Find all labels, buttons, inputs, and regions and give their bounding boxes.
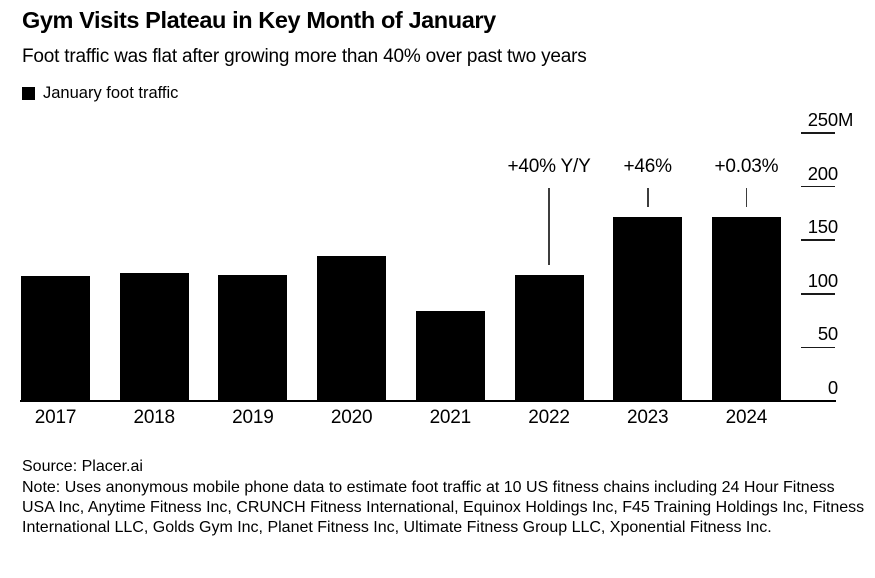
note-text: Note: Uses anonymous mobile phone data t… [22, 479, 865, 536]
x-axis-label-2020: 2020 [330, 407, 373, 428]
x-axis-label-2021: 2021 [429, 407, 472, 428]
bar-2017 [21, 275, 90, 401]
x-axis-label-2022: 2022 [528, 407, 570, 428]
y-axis-tick [801, 239, 835, 241]
y-axis-label: 200 [750, 164, 858, 183]
y-axis-tick [801, 132, 835, 134]
legend-label: January foot traffic [43, 84, 179, 102]
bar-2020 [317, 256, 387, 401]
legend-swatch-icon [22, 87, 35, 100]
y-axis-tick [801, 293, 835, 295]
chart-title: Gym Visits Plateau in Key Month of Janua… [22, 7, 496, 33]
bar-2023 [613, 216, 683, 401]
source-text: Source: Placer.ai [22, 458, 143, 475]
y-axis-label: 150 [750, 217, 858, 236]
bar-2018 [119, 273, 189, 401]
chart-subtitle: Foot traffic was flat after growing more… [22, 46, 587, 67]
annotation-text-2024: +0.03% [714, 156, 779, 177]
y-axis-label-number: 50 [817, 323, 838, 345]
annotation-line-2023 [647, 188, 649, 207]
y-axis-label-unit [838, 217, 858, 236]
x-axis-label-2017: 2017 [34, 407, 77, 428]
y-axis-tick [801, 185, 835, 188]
y-axis-label-number: 0 [827, 377, 838, 398]
legend: January foot traffic [22, 84, 178, 103]
annotation-text-2023: +46% [623, 156, 673, 177]
y-axis-label: 0 [750, 378, 858, 397]
bar-2021 [415, 311, 485, 401]
x-axis-label-2018: 2018 [133, 407, 175, 428]
y-axis-label-number: 200 [807, 162, 838, 184]
y-axis-label-unit [838, 164, 858, 183]
bar-2022 [514, 274, 584, 401]
annotation-line-2024 [745, 188, 748, 207]
y-axis-label-number: 100 [807, 269, 838, 291]
x-axis-line [20, 400, 836, 402]
y-axis-tick [801, 346, 835, 349]
y-axis-label-unit [838, 378, 858, 397]
bar-2024 [711, 216, 781, 401]
x-axis-label-2023: 2023 [626, 407, 669, 428]
y-axis-label-unit [838, 271, 858, 290]
y-axis-label-number: 150 [807, 216, 838, 238]
annotation-line-2022 [548, 188, 550, 265]
x-axis-label-2019: 2019 [232, 407, 274, 428]
y-axis-label: 250 M [750, 110, 858, 129]
y-axis-label: 50 [750, 324, 858, 343]
x-axis-label-2024: 2024 [725, 407, 768, 428]
y-axis-label: 100 [750, 271, 858, 290]
annotation-text-2022: +40% Y/Y [507, 156, 591, 177]
y-axis-label-unit: M [838, 109, 854, 130]
y-axis-label-unit [838, 324, 858, 343]
y-axis-label-number: 250 [807, 109, 838, 130]
bar-2019 [218, 274, 288, 401]
